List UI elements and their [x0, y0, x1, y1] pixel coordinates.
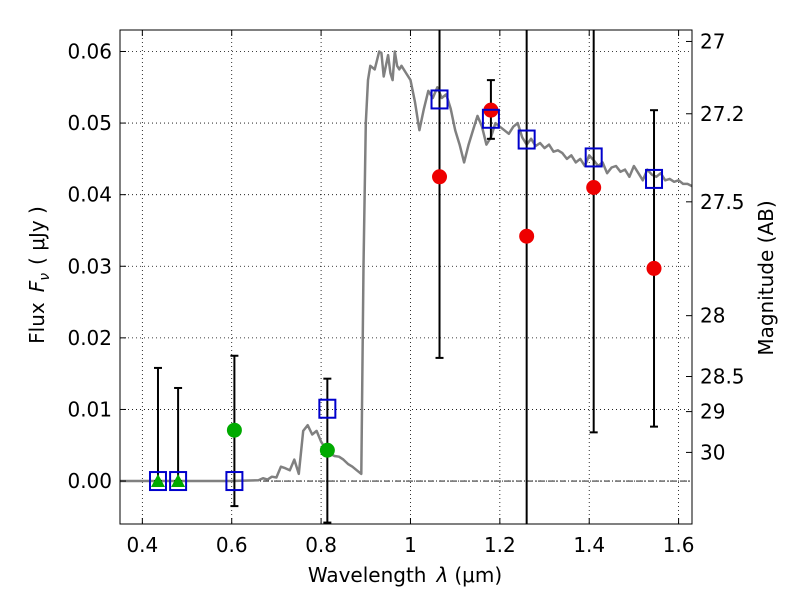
x-axis-label-symbol: λ	[436, 563, 449, 587]
y-axis-label: Flux Fν ( μJy )	[25, 206, 53, 344]
y-tick-label: 0.04	[67, 183, 112, 207]
y-tick-label: 0.05	[67, 111, 112, 135]
y-tick-label: 0.06	[67, 39, 112, 63]
x-axis-label: Wavelength λ (μm)	[308, 563, 502, 587]
y-axis-label-text: Flux	[25, 302, 49, 344]
model-point-square	[148, 471, 167, 492]
right-axis-label: Magnitude (AB)	[754, 200, 778, 355]
magnitude-tick-label: 27	[700, 29, 725, 53]
x-axis-label-unit: (μm)	[454, 563, 502, 587]
y-tick-label: 0.00	[67, 469, 112, 493]
x-tick-label: 1.4	[573, 533, 605, 557]
x-tick-label: 1	[404, 533, 417, 557]
model-point-square	[481, 108, 500, 129]
observed-point-triangle	[150, 474, 165, 488]
x-tick-label: 0.6	[216, 533, 248, 557]
observed-point-circle	[226, 422, 242, 438]
magnitude-tick-label: 30	[700, 440, 725, 464]
tick-marks	[120, 30, 692, 524]
y-tick-label: 0.02	[67, 326, 112, 350]
magnitude-tick-label: 27.2	[700, 102, 745, 126]
x-tick-label: 1.6	[663, 533, 695, 557]
observed-points	[150, 102, 662, 488]
magnitude-tick-label: 28	[700, 304, 725, 328]
observed-point-circle	[319, 442, 335, 458]
magnitude-tick-labels: 27 27.2 27.5 28 28.5 29 30	[700, 29, 745, 464]
model-point-square	[318, 398, 337, 419]
model-point-square	[645, 168, 664, 189]
observed-point-circle	[586, 180, 602, 196]
plot-frame	[119, 29, 693, 525]
observed-point-circle	[432, 169, 448, 185]
model-point-square	[169, 471, 188, 492]
model-point-square	[517, 129, 536, 150]
magnitude-tick-label: 28.5	[700, 365, 745, 389]
observed-point-triangle	[171, 474, 186, 488]
y-axis-label-unit: ( μJy )	[25, 206, 49, 265]
y-tick-label: 0.03	[67, 254, 112, 278]
x-tick-label: 1.2	[484, 533, 516, 557]
model-points	[148, 89, 664, 492]
y-axis-label-symbol: F	[25, 280, 49, 292]
x-tick-labels: 0.4 0.6 0.8 1 1.2 1.4 1.6	[126, 533, 694, 557]
x-axis-label-text: Wavelength	[308, 563, 427, 587]
model-point-square	[225, 471, 244, 492]
y-tick-label: 0.01	[67, 397, 112, 421]
observed-point-circle	[519, 228, 535, 244]
model-point-square	[430, 89, 449, 110]
magnitude-tick-label: 29	[700, 400, 725, 424]
magnitude-tick-label: 27.5	[700, 190, 745, 214]
y-tick-labels: 0.00 0.01 0.02 0.03 0.04 0.05 0.06	[67, 39, 112, 493]
y-axis-label-subscript: ν	[37, 273, 53, 281]
observed-point-circle	[646, 260, 662, 276]
x-tick-label: 0.4	[126, 533, 158, 557]
model-point-square	[584, 147, 603, 168]
x-tick-label: 0.8	[305, 533, 337, 557]
